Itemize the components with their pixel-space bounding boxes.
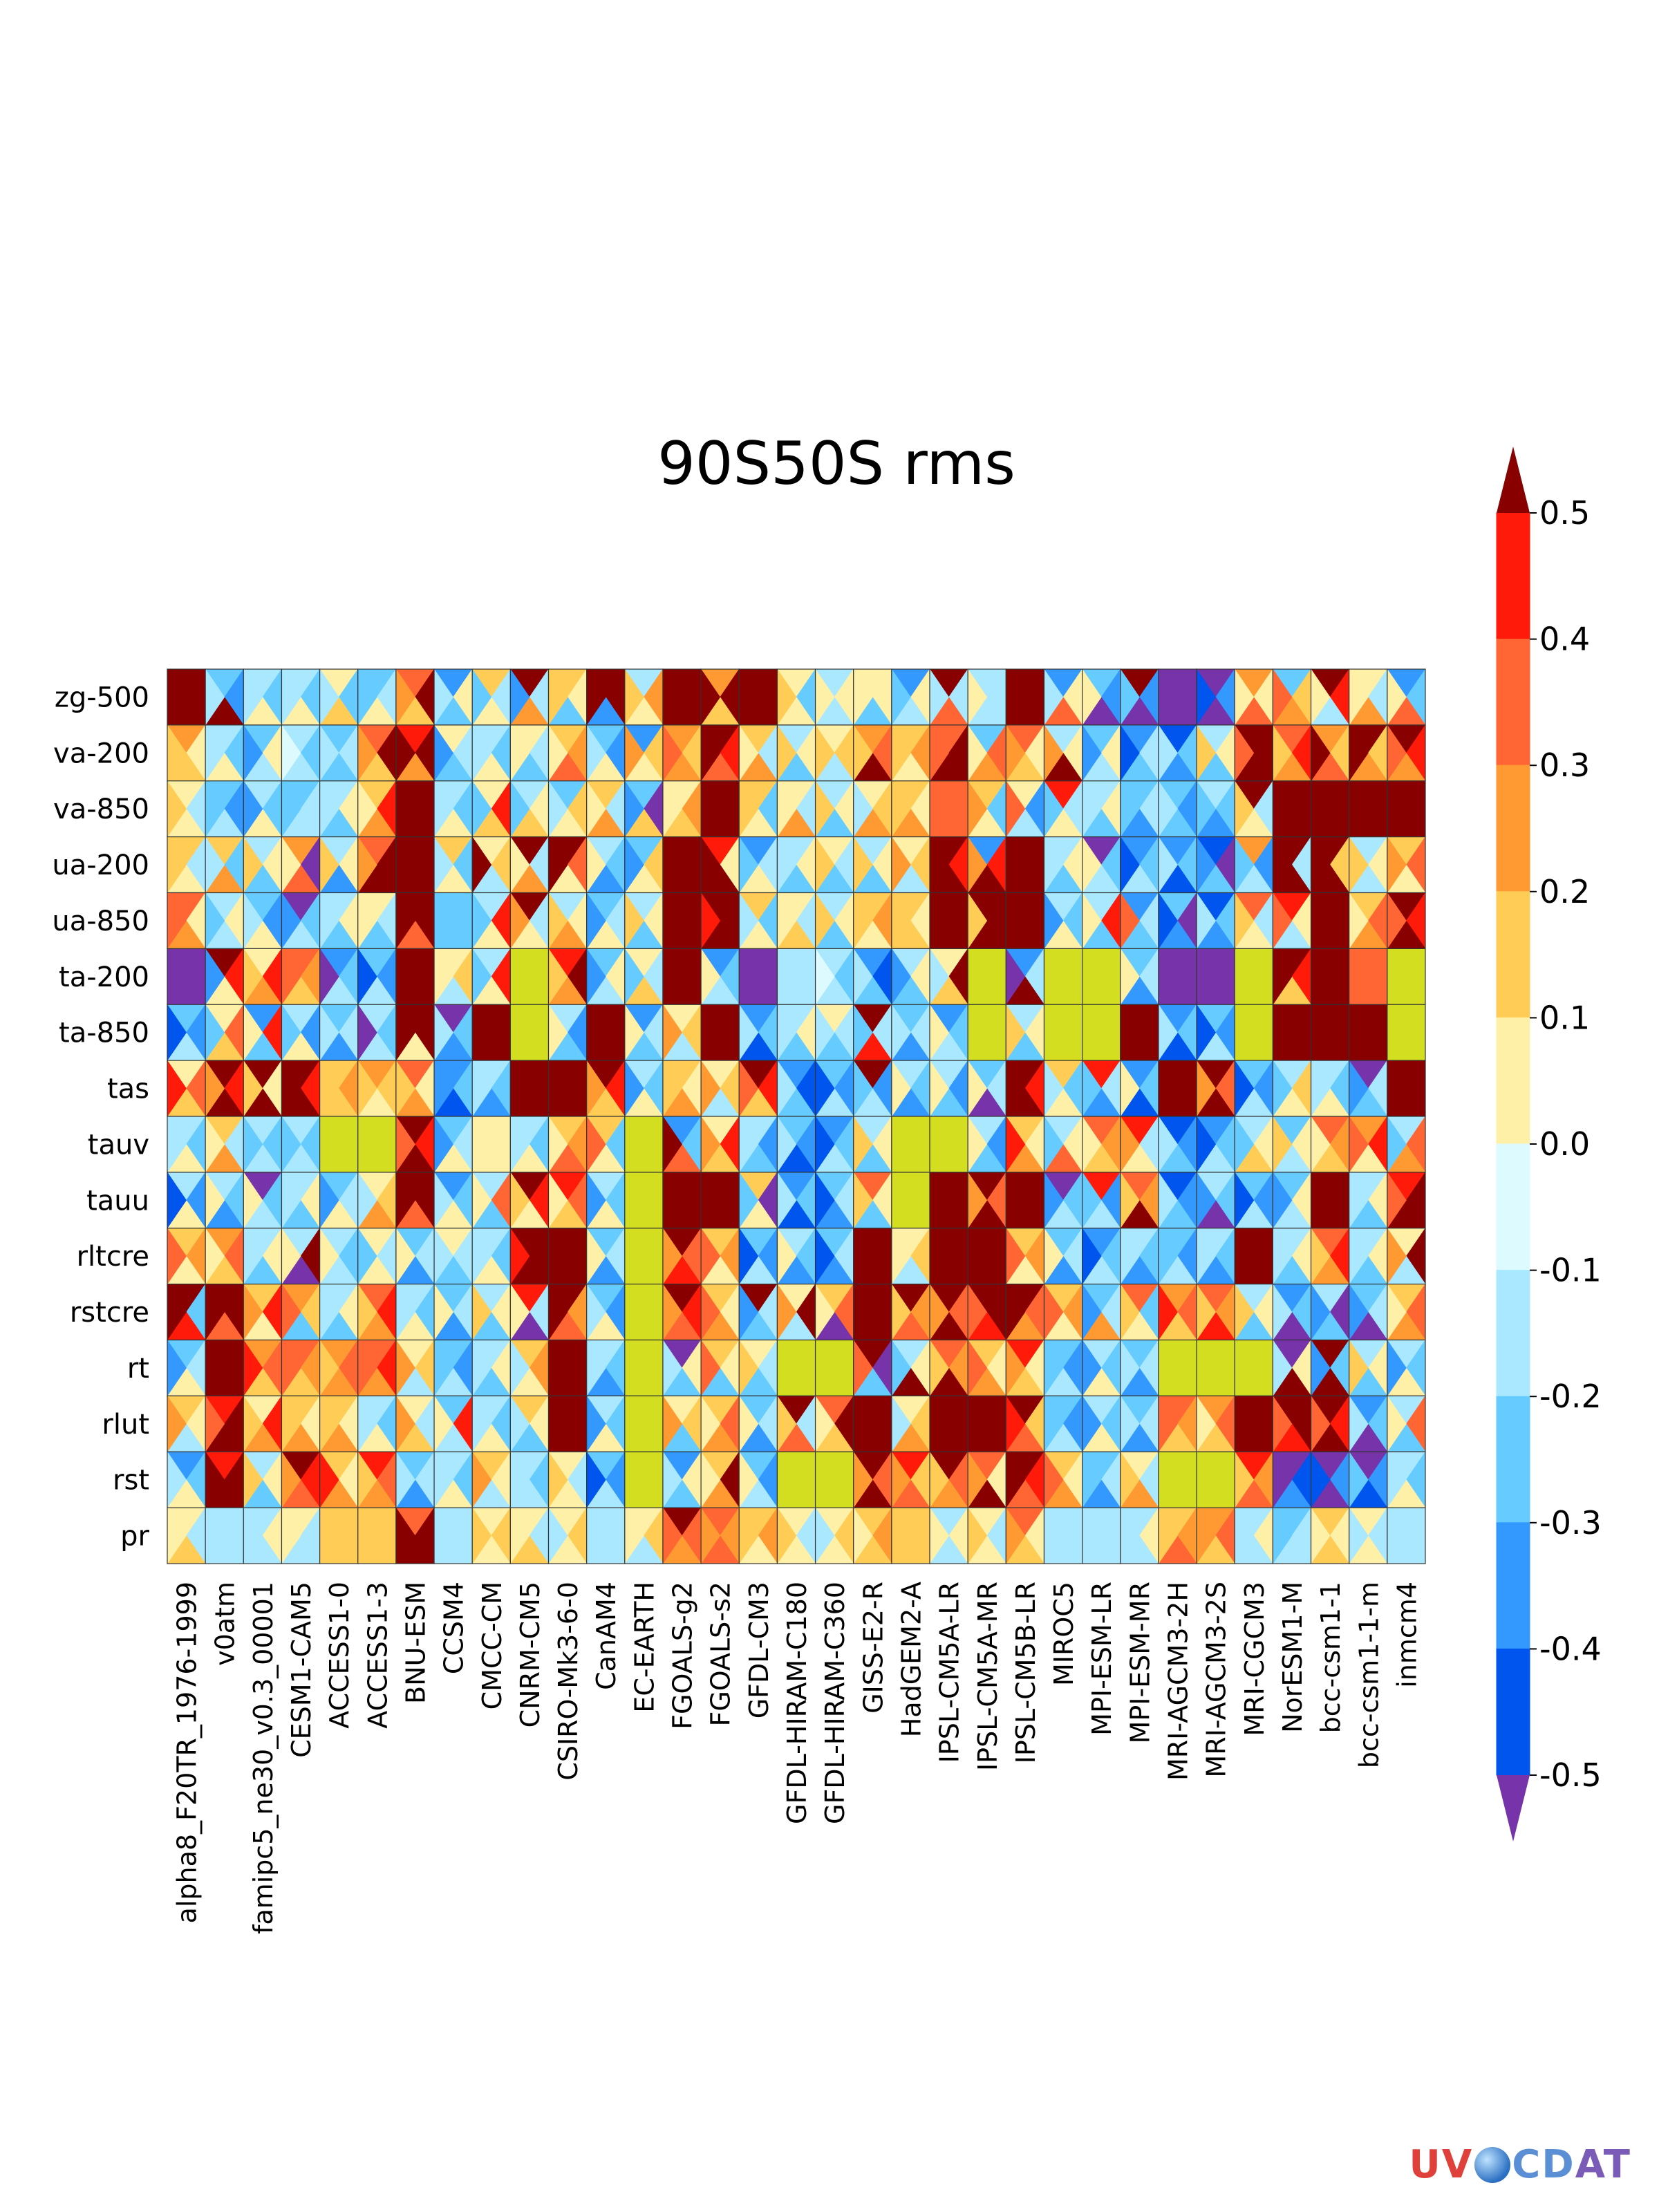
colorbar-tick-label: 0.2 [1539,873,1590,910]
column-label: IPSL-CM5A-MR [973,1582,1003,1771]
column-labels: alpha8_F20TR_1976-1999 v0atm famipc5_ne30_… [172,1582,1423,1934]
colorbar-segment [1496,1396,1530,1524]
column-label: MIROC5 [1049,1582,1079,1686]
column-label: FGOALS-s2 [706,1582,736,1727]
heatmap-cells [167,668,1426,1564]
column-label: HadGEM2-A [896,1582,926,1737]
column-label: famipc5_ne30_v0.3_00001 [248,1582,279,1934]
colorbar: -0.5 -0.4 -0.3 -0.2 -0.1 0.0 0.1 0.2 0.3 0.4 0.5 [1496,447,1602,1841]
column-label: EC-EARTH [629,1582,659,1713]
uvcdat-logo: UV CDAT [1409,2142,1631,2187]
column-label: MRI-AGCM3-2S [1201,1582,1232,1778]
column-label: inmcm4 [1391,1582,1422,1688]
row-label: pr [120,1521,149,1553]
colorbar-tick-label: -0.3 [1539,1504,1602,1541]
colorbar-tick-label: 0.0 [1539,1125,1590,1163]
column-label: alpha8_F20TR_1976-1999 [172,1582,203,1923]
colorbar-under-triangle [1497,1775,1530,1841]
colorbar-segment [1496,891,1530,1018]
row-label: tauu [86,1185,149,1217]
column-label: ACCESS1-3 [362,1582,393,1729]
column-label: CMCC-CM [477,1582,507,1709]
colorbar-segment [1496,1143,1530,1271]
column-label: bcc-csm1-1-m [1353,1582,1384,1768]
row-label: ta-850 [59,1018,149,1049]
column-label: NorESM1-M [1277,1582,1308,1733]
column-label: BNU-ESM [400,1582,431,1704]
column-label: CanAM4 [591,1582,621,1690]
column-label: bcc-csm1-1 [1315,1582,1346,1733]
row-label: ta-200 [59,962,149,993]
column-label: GFDL-HIRAM-C180 [782,1582,812,1824]
colorbar-segment [1496,639,1530,766]
colorbar-tick-label: 0.5 [1539,494,1590,532]
cell-border [1387,1507,1426,1564]
row-label: tas [107,1074,149,1105]
column-label: CNRM-CM5 [515,1582,545,1727]
colorbar-segment [1496,1270,1530,1397]
column-label: CCSM4 [439,1582,469,1674]
row-label: rstcre [70,1297,149,1329]
colorbar-tick-label: -0.4 [1539,1630,1602,1667]
row-labels: zg-500 va-200 va-850 ua-200 ua-850 ta-200 ta-8… [52,682,149,1552]
chart-title: 90S50S rms [657,429,1015,498]
row-label: ua-850 [52,906,149,937]
column-label: MRI-CGCM3 [1239,1582,1270,1736]
colorbar-tick-label: -0.1 [1539,1252,1602,1289]
colorbar-segment [1496,1522,1530,1649]
row-label: rst [113,1465,149,1497]
column-label: v0atm [210,1582,241,1666]
column-label: CESM1-CAM5 [286,1582,317,1758]
colorbar-segment [1496,1017,1530,1145]
colorbar-over-triangle [1497,447,1530,513]
column-label: MPI-ESM-LR [1087,1582,1117,1736]
colorbar-segment [1496,1648,1530,1776]
row-label: va-850 [53,794,149,825]
row-label: rlut [102,1409,149,1441]
colorbar-segment [1496,512,1530,640]
row-label: ua-200 [52,850,149,881]
globe-icon [1474,2147,1511,2183]
row-label: zg-500 [55,682,149,713]
column-label: ACCESS1-0 [324,1582,355,1729]
column-label: MPI-ESM-MR [1125,1582,1155,1743]
column-label: IPSL-CM5A-LR [935,1582,965,1763]
column-label: GFDL-HIRAM-C360 [820,1582,850,1824]
column-label: GFDL-CM3 [744,1582,774,1718]
row-label: rt [127,1353,149,1385]
colorbar-tick-label: 0.4 [1539,621,1590,658]
colorbar-segment [1496,765,1530,892]
row-label: va-200 [53,738,149,769]
colorbar-tick-label: -0.2 [1539,1378,1602,1415]
row-label: tauv [88,1129,149,1161]
colorbar-tick-label: -0.5 [1539,1756,1602,1794]
column-label: FGOALS-g2 [668,1582,698,1730]
column-label: IPSL-CM5B-LR [1011,1582,1041,1763]
column-label: GISS-E2-R [858,1582,888,1714]
row-label: rltcre [77,1241,149,1273]
colorbar-tick-label: 0.3 [1539,747,1590,784]
column-label: MRI-AGCM3-2H [1163,1582,1194,1781]
colorbar-tick-label: 0.1 [1539,999,1590,1036]
column-label: CSIRO-Mk3-6-0 [553,1582,583,1781]
